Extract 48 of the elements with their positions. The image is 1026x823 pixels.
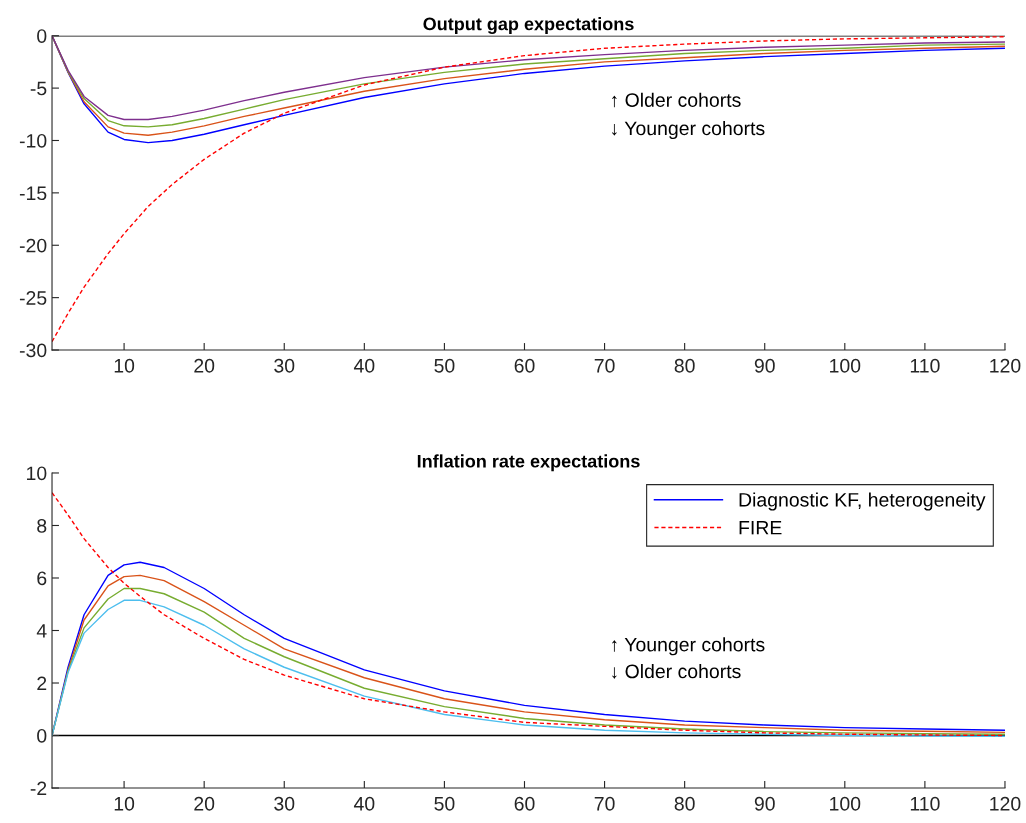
x-tick-label: 80: [674, 358, 695, 373]
y-tick-label: 0: [37, 29, 47, 43]
chart-title: Output gap expectations: [423, 17, 634, 34]
x-tick-label: 120: [990, 358, 1021, 373]
x-tick-label: 30: [274, 796, 295, 811]
annotation: ↓ Younger cohorts: [612, 120, 765, 140]
y-tick-label: 0: [37, 728, 47, 743]
y-tick-label: -5: [30, 81, 47, 96]
y-tick-label: -10: [19, 133, 47, 148]
x-tick-label: 30: [274, 358, 295, 373]
x-tick-label: 10: [114, 358, 135, 373]
x-tick-label: 110: [910, 358, 940, 373]
annotation: ↓ Older cohorts: [612, 663, 741, 679]
x-tick-label: 40: [353, 358, 375, 373]
x-tick-label: 20: [194, 796, 215, 811]
legend-label: FIRE: [739, 520, 782, 535]
x-tick-label: 70: [594, 358, 615, 373]
y-tick-label: 2: [37, 676, 47, 691]
y-tick-label: -20: [19, 238, 47, 253]
x-tick-label: 120: [990, 796, 1021, 811]
x-tick-label: 20: [194, 358, 215, 373]
y-tick-label: -30: [19, 343, 47, 358]
y-tick-label: 8: [37, 518, 47, 533]
x-tick-label: 110: [910, 796, 940, 811]
x-tick-label: 50: [434, 358, 455, 373]
x-tick-label: 100: [830, 358, 861, 373]
line-series: [52, 491, 1005, 737]
annotation: ↑ Older cohorts: [612, 92, 741, 108]
y-tick-label: -15: [19, 186, 47, 201]
x-tick-label: 90: [754, 796, 775, 811]
y-tick-label: 10: [27, 466, 47, 481]
x-tick-label: 60: [514, 358, 535, 373]
x-tick-label: 10: [114, 796, 135, 811]
y-tick-label: 4: [36, 624, 47, 638]
annotation: ↑ Younger cohorts: [612, 637, 765, 656]
x-tick-label: 80: [674, 796, 695, 811]
x-tick-label: 50: [434, 796, 455, 811]
x-tick-label: 100: [830, 796, 861, 811]
x-tick-label: 90: [754, 358, 775, 373]
chart-title: Inflation rate expectations: [417, 454, 640, 472]
x-tick-label: 40: [353, 796, 375, 811]
line-series: [52, 36, 1005, 343]
x-tick-label: 60: [514, 796, 535, 811]
legend-label: Diagnostic KF, heterogeneity: [739, 492, 986, 511]
x-tick-label: 70: [594, 796, 615, 811]
y-tick-label: -25: [19, 291, 47, 305]
y-tick-label: -2: [30, 781, 47, 796]
y-tick-label: 6: [37, 571, 47, 586]
